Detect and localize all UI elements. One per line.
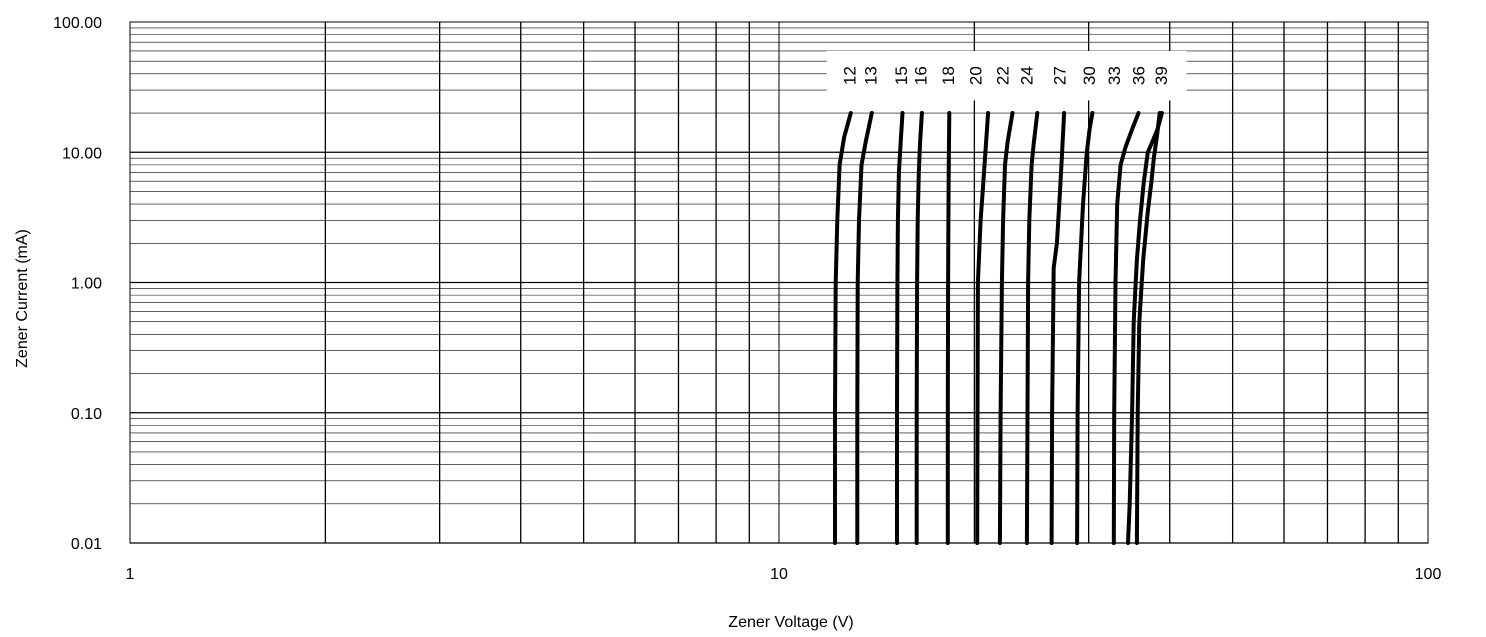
curve-label-box (826, 50, 1187, 101)
plot-area-frame (129, 21, 1429, 544)
curve-label-15: 15 (892, 66, 911, 85)
y-axis-title: Zener Current (mA) (14, 229, 31, 368)
zener-curve-24 (1024, 111, 1040, 545)
curve-label-36: 36 (1130, 66, 1149, 85)
zener-curve-30 (1075, 111, 1095, 545)
zener-curve-18 (945, 111, 952, 545)
x-tick-label: 10 (770, 566, 788, 583)
x-tick-label: 1 (126, 566, 135, 583)
x-axis-title: Zener Voltage (V) (728, 614, 853, 631)
curve-label-18: 18 (939, 66, 958, 85)
x-axis-tick-labels: 1 10 100 (126, 566, 1442, 583)
curve-label-24: 24 (1018, 66, 1037, 85)
y-tick-label: 10.00 (62, 145, 102, 162)
zener-curve-27 (1049, 111, 1067, 545)
curve-label-background (826, 50, 1187, 101)
y-tick-label: 0.01 (71, 536, 102, 553)
curve-label-33: 33 (1105, 66, 1124, 85)
curve-label-27: 27 (1051, 66, 1070, 85)
curve-label-12: 12 (840, 66, 859, 85)
zener-curve-33 (1111, 111, 1141, 545)
zener-curve-12 (833, 111, 853, 545)
zener-curve-16 (914, 111, 924, 545)
curve-label-22: 22 (993, 66, 1012, 85)
y-tick-label: 1.00 (71, 276, 102, 293)
zener-curve-20 (975, 111, 991, 545)
curve-label-30: 30 (1080, 66, 1099, 85)
zener-curve-13 (855, 111, 874, 545)
zener-curve-36 (1126, 111, 1164, 545)
zener-curve-15 (895, 111, 905, 545)
zener-curve-39 (1134, 111, 1162, 545)
curve-label-16: 16 (911, 66, 930, 85)
curve-label-13: 13 (861, 66, 880, 85)
x-tick-label: 100 (1415, 566, 1442, 583)
y-tick-label: 100.00 (53, 15, 102, 32)
zener-curves (833, 111, 1164, 545)
curve-label-39: 39 (1152, 66, 1171, 85)
y-tick-label: 0.10 (71, 406, 102, 423)
curve-label-20: 20 (967, 66, 986, 85)
curve-labels: 12 13 15 16 18 20 22 24 27 30 33 36 39 (840, 66, 1171, 85)
zener-curve-22 (997, 111, 1015, 545)
y-axis-tick-labels: 0.01 0.10 1.00 10.00 100.00 (53, 15, 102, 553)
